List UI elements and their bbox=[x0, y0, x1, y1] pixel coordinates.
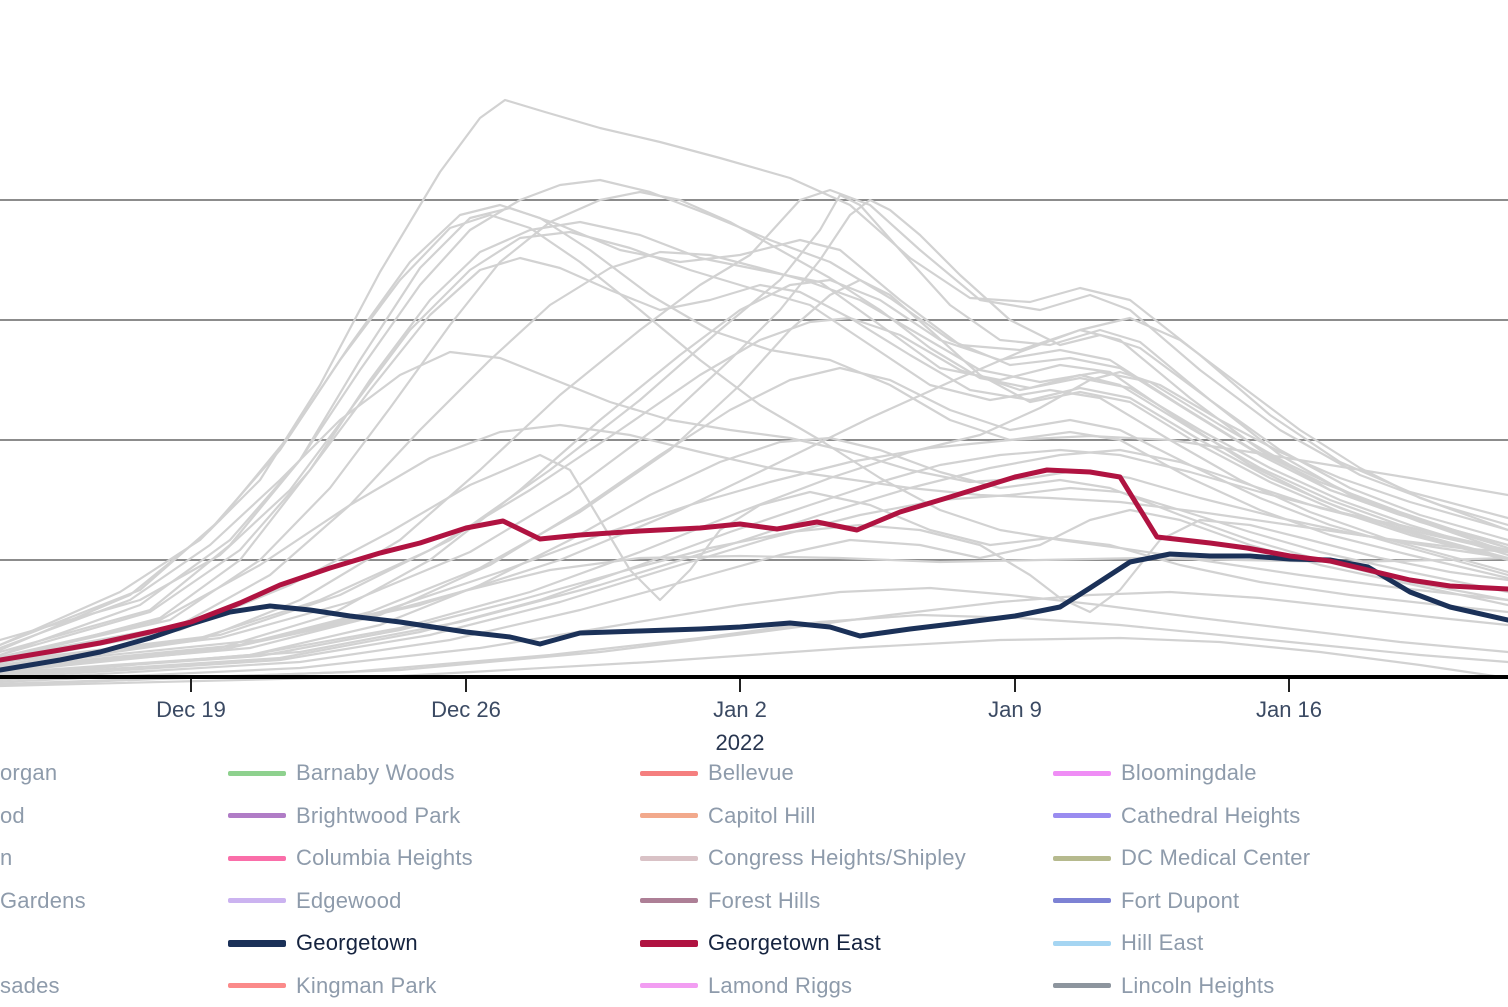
legend-swatch bbox=[640, 813, 698, 818]
legend-item-georgetown: Georgetown bbox=[228, 922, 640, 965]
legend-label: Bellevue bbox=[708, 760, 794, 786]
series-line-other-31 bbox=[0, 192, 1508, 658]
legend-item-georgetown-east: Georgetown East bbox=[640, 922, 1053, 965]
legend-item-fort-dupont: Fort Dupont bbox=[1053, 880, 1508, 923]
legend-swatch bbox=[1053, 898, 1111, 903]
legend-label: Cathedral Heights bbox=[1121, 803, 1301, 829]
legend-item-bloomingdale: Bloomingdale bbox=[1053, 752, 1508, 795]
legend-item-cathedral-heights: Cathedral Heights bbox=[1053, 795, 1508, 838]
legend-swatch bbox=[640, 898, 698, 903]
legend-label: Bloomingdale bbox=[1121, 760, 1257, 786]
x-axis-year-label: 2022 bbox=[716, 730, 765, 752]
x-axis-label-1: Dec 26 bbox=[431, 697, 501, 722]
legend-swatch bbox=[228, 898, 286, 903]
legend-item-congress-heights-shipley: Congress Heights/Shipley bbox=[640, 837, 1053, 880]
legend-label: Barnaby Woods bbox=[296, 760, 455, 786]
legend-swatch bbox=[640, 856, 698, 861]
legend-swatch bbox=[228, 771, 286, 776]
legend-item-n: n bbox=[0, 837, 228, 880]
legend-swatch bbox=[1053, 983, 1111, 988]
x-axis-line bbox=[0, 675, 1508, 679]
legend-item-organ: organ bbox=[0, 752, 228, 795]
legend-swatch bbox=[1053, 813, 1111, 818]
legend-item-edgewood: Edgewood bbox=[228, 880, 640, 923]
legend-item-kingman-park: Kingman Park bbox=[228, 965, 640, 1007]
legend-label: Hill East bbox=[1121, 930, 1204, 956]
legend-label: Georgetown East bbox=[708, 930, 881, 956]
legend-label: od bbox=[0, 803, 25, 829]
legend-swatch bbox=[1053, 856, 1111, 861]
legend-swatch bbox=[228, 940, 286, 947]
legend-item-hill-east: Hill East bbox=[1053, 922, 1508, 965]
legend-label: Kingman Park bbox=[296, 973, 437, 999]
legend-item-brightwood-park: Brightwood Park bbox=[228, 795, 640, 838]
x-axis-label-2: Jan 2 bbox=[713, 697, 767, 722]
legend-label: Columbia Heights bbox=[296, 845, 473, 871]
x-axis-label-3: Jan 9 bbox=[988, 697, 1042, 722]
legend-label: Lincoln Heights bbox=[1121, 973, 1274, 999]
series-line-other-3 bbox=[0, 232, 1508, 640]
legend-label: Brightwood Park bbox=[296, 803, 460, 829]
legend-label: n bbox=[0, 845, 12, 871]
line-chart: Dec 19 Dec 26 Jan 2 Jan 9 Jan 16 2022 bbox=[0, 0, 1508, 752]
legend-item-gardens: Gardens bbox=[0, 880, 228, 923]
series-line-other-12 bbox=[0, 195, 1508, 662]
legend-item-hidden bbox=[0, 922, 228, 965]
legend-label: DC Medical Center bbox=[1121, 845, 1310, 871]
x-axis-label-4: Jan 16 bbox=[1256, 697, 1322, 722]
legend-item-lamond-riggs: Lamond Riggs bbox=[640, 965, 1053, 1007]
legend-item-columbia-heights: Columbia Heights bbox=[228, 837, 640, 880]
legend-item-barnaby-woods: Barnaby Woods bbox=[228, 752, 640, 795]
legend-item-bellevue: Bellevue bbox=[640, 752, 1053, 795]
chart-legend: organ Barnaby Woods Bellevue Bloomingdale od… bbox=[0, 752, 1508, 1007]
legend-swatch bbox=[1053, 941, 1111, 946]
legend-swatch bbox=[640, 983, 698, 988]
legend-label: Congress Heights/Shipley bbox=[708, 845, 966, 871]
legend-label: Gardens bbox=[0, 888, 86, 914]
legend-label: Forest Hills bbox=[708, 888, 820, 914]
legend-label: Edgewood bbox=[296, 888, 402, 914]
series-line-other-10 bbox=[0, 588, 1508, 682]
legend-item-od: od bbox=[0, 795, 228, 838]
legend-item-lincoln-heights: Lincoln Heights bbox=[1053, 965, 1508, 1007]
legend-item-sades: sades bbox=[0, 965, 228, 1007]
legend-label: Georgetown bbox=[296, 930, 418, 956]
legend-swatch bbox=[1053, 771, 1111, 776]
legend-label: Fort Dupont bbox=[1121, 888, 1239, 914]
legend-swatch bbox=[228, 813, 286, 818]
x-axis-label-0: Dec 19 bbox=[156, 697, 226, 722]
legend-item-dc-medical-center: DC Medical Center bbox=[1053, 837, 1508, 880]
legend-label: Lamond Riggs bbox=[708, 973, 852, 999]
legend-swatch bbox=[228, 983, 286, 988]
legend-label: organ bbox=[0, 760, 57, 786]
legend-swatch bbox=[640, 771, 698, 776]
legend-item-capitol-hill: Capitol Hill bbox=[640, 795, 1053, 838]
legend-item-forest-hills: Forest Hills bbox=[640, 880, 1053, 923]
legend-label: Capitol Hill bbox=[708, 803, 816, 829]
legend-swatch bbox=[228, 856, 286, 861]
series-line-other-15 bbox=[0, 205, 1508, 645]
legend-label: sades bbox=[0, 973, 60, 999]
legend-swatch bbox=[640, 940, 698, 947]
series-line-other-4 bbox=[0, 190, 1508, 668]
